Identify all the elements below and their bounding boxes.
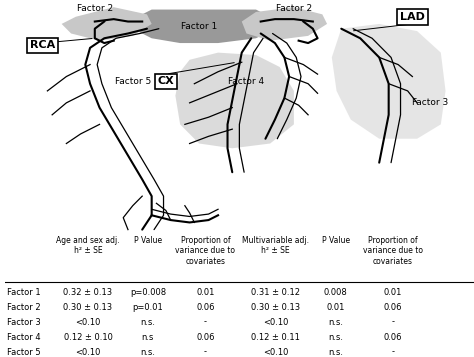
Text: Factor 5: Factor 5 xyxy=(7,347,41,357)
Text: 0.06: 0.06 xyxy=(384,332,402,342)
Text: Factor 4: Factor 4 xyxy=(228,77,264,86)
Text: 0.06: 0.06 xyxy=(196,302,215,312)
Text: n.s.: n.s. xyxy=(328,347,343,357)
Text: 0.12 ± 0.10: 0.12 ± 0.10 xyxy=(64,332,112,342)
Text: p=0.008: p=0.008 xyxy=(130,287,166,297)
Polygon shape xyxy=(62,7,152,41)
Text: Proportion of
variance due to
covariates: Proportion of variance due to covariates xyxy=(363,236,423,266)
Text: Proportion of
variance due to
covariates: Proportion of variance due to covariates xyxy=(175,236,236,266)
Text: Factor 4: Factor 4 xyxy=(7,332,41,342)
Text: 0.31 ± 0.12: 0.31 ± 0.12 xyxy=(251,287,300,297)
Text: P Value: P Value xyxy=(321,236,350,245)
Text: 0.01: 0.01 xyxy=(196,287,215,297)
Text: n.s.: n.s. xyxy=(328,317,343,327)
Text: 0.008: 0.008 xyxy=(324,287,347,297)
Text: -: - xyxy=(392,347,394,357)
Text: 0.12 ± 0.11: 0.12 ± 0.11 xyxy=(251,332,300,342)
Text: Factor 3: Factor 3 xyxy=(7,317,41,327)
Text: 0.01: 0.01 xyxy=(327,302,345,312)
Text: n.s.: n.s. xyxy=(140,347,155,357)
Text: -: - xyxy=(204,347,207,357)
Text: -: - xyxy=(392,317,394,327)
Text: RCA: RCA xyxy=(30,40,55,50)
Polygon shape xyxy=(332,24,446,139)
Text: n.s.: n.s. xyxy=(328,332,343,342)
Text: 0.30 ± 0.13: 0.30 ± 0.13 xyxy=(251,302,301,312)
Text: Multivariable adj.
h² ± SE: Multivariable adj. h² ± SE xyxy=(242,236,309,255)
Polygon shape xyxy=(242,7,327,41)
Text: <0.10: <0.10 xyxy=(263,347,288,357)
Text: <0.10: <0.10 xyxy=(75,317,100,327)
Text: 0.32 ± 0.13: 0.32 ± 0.13 xyxy=(64,287,113,297)
Text: Factor 2: Factor 2 xyxy=(276,4,312,13)
Text: Factor 2: Factor 2 xyxy=(77,4,113,13)
Text: Factor 1: Factor 1 xyxy=(181,22,217,31)
Text: 0.06: 0.06 xyxy=(384,302,402,312)
Text: -: - xyxy=(204,317,207,327)
Text: n.s.: n.s. xyxy=(140,317,155,327)
Text: LAD: LAD xyxy=(400,12,425,22)
Text: Factor 2: Factor 2 xyxy=(7,302,41,312)
Text: Age and sex adj.
h² ± SE: Age and sex adj. h² ± SE xyxy=(56,236,120,255)
Polygon shape xyxy=(137,10,270,43)
Text: n.s: n.s xyxy=(142,332,154,342)
Text: <0.10: <0.10 xyxy=(263,317,288,327)
Text: CX: CX xyxy=(157,76,174,86)
Text: P Value: P Value xyxy=(134,236,162,245)
Text: 0.01: 0.01 xyxy=(384,287,402,297)
Text: p=0.01: p=0.01 xyxy=(133,302,163,312)
Text: Factor 3: Factor 3 xyxy=(412,98,448,107)
Text: <0.10: <0.10 xyxy=(75,347,100,357)
Polygon shape xyxy=(175,52,294,148)
Text: 0.06: 0.06 xyxy=(196,332,215,342)
Text: Factor 5: Factor 5 xyxy=(115,77,151,86)
Text: 0.30 ± 0.13: 0.30 ± 0.13 xyxy=(64,302,113,312)
Text: Factor 1: Factor 1 xyxy=(7,287,41,297)
